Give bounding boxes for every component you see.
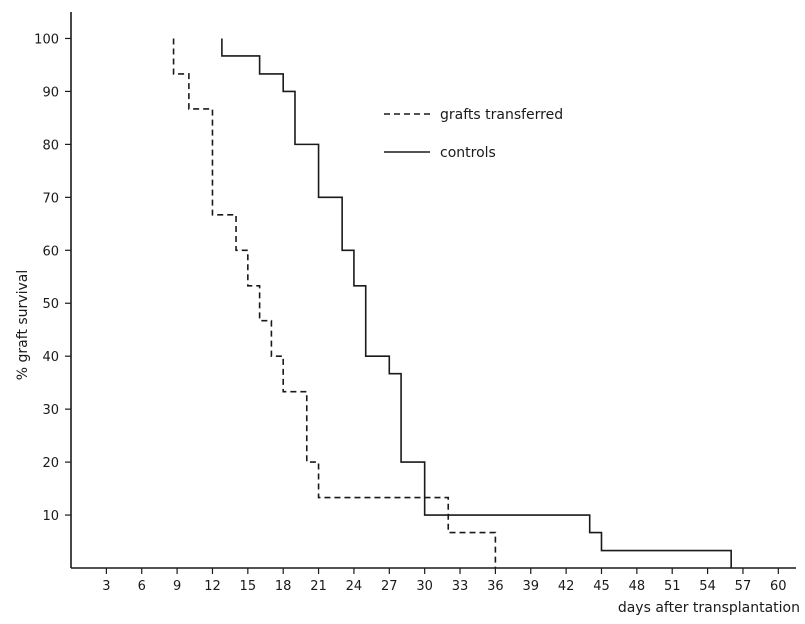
x-tick-label: 12 [204, 579, 221, 594]
x-axis-title: days after transplantation [618, 600, 800, 616]
y-tick-label: 80 [42, 138, 59, 153]
y-tick-label: 60 [42, 244, 59, 259]
y-axis-title: % graft survival [15, 270, 31, 380]
x-tick-label: 51 [664, 579, 681, 594]
x-tick-label: 30 [416, 579, 433, 594]
y-tick-label: 90 [42, 85, 59, 100]
x-tick-label: 21 [310, 579, 327, 594]
x-tick-label: 48 [629, 579, 646, 594]
x-tick-label: 54 [699, 579, 716, 594]
legend-label: grafts transferred [440, 107, 563, 123]
series-line-grafts-transferred [172, 38, 497, 568]
x-tick-label: 18 [275, 579, 292, 594]
y-tick-label: 50 [42, 297, 59, 312]
axes [70, 12, 796, 569]
y-tick-label: 10 [42, 509, 59, 524]
x-tick-label: 24 [346, 579, 363, 594]
x-tick-label: 60 [770, 579, 787, 594]
x-tick-label: 27 [381, 579, 398, 594]
x-tick-label: 36 [487, 579, 504, 594]
x-tick-label: 6 [138, 579, 146, 594]
ticks: 3 6 9 12 15 18 21 24 27 30 33 36 39 42 45 48 51 54 57 60102… [34, 32, 786, 594]
x-tick-label: 9 [173, 579, 181, 594]
x-tick-label: 39 [522, 579, 539, 594]
x-tick-label: 57 [735, 579, 752, 594]
x-tick-label: 42 [558, 579, 575, 594]
x-tick-label: 33 [452, 579, 469, 594]
series [172, 38, 732, 568]
legend-label: controls [440, 145, 496, 161]
x-tick-label: 3 [102, 579, 110, 594]
y-tick-label: 70 [42, 191, 59, 206]
y-tick-label: 30 [42, 403, 59, 418]
x-tick-label: 45 [593, 579, 610, 594]
y-tick-label: 40 [42, 350, 59, 365]
y-tick-label: 20 [42, 456, 59, 471]
y-tick-label: 100 [34, 32, 59, 47]
series-line-controls [221, 38, 732, 568]
x-tick-label: 15 [240, 579, 257, 594]
legend: grafts transferred controls [384, 107, 563, 161]
